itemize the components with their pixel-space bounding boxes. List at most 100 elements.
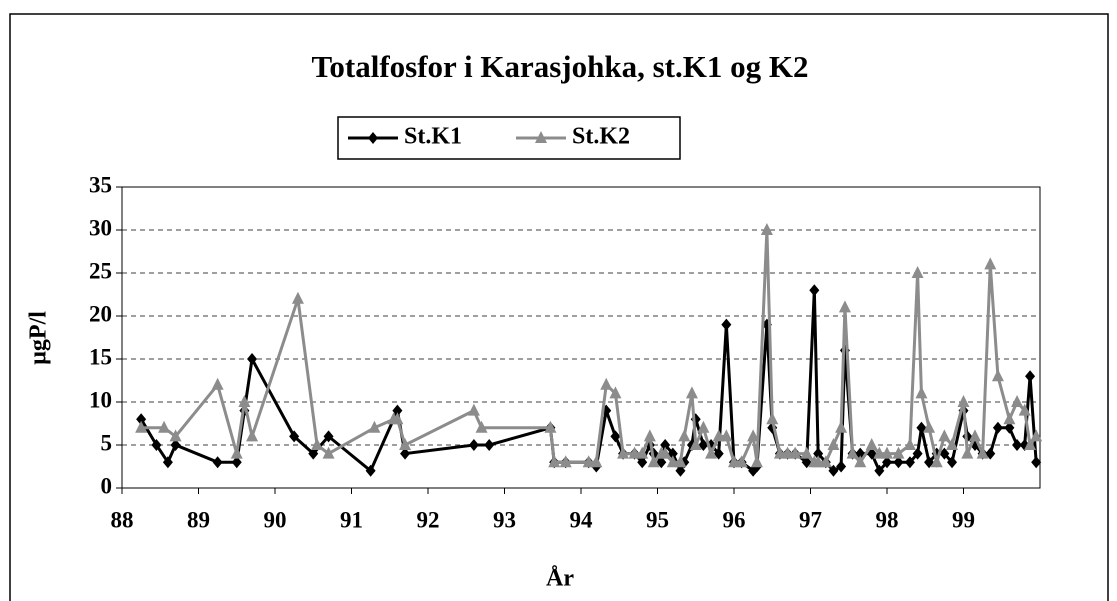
data-point (311, 438, 324, 450)
data-point (590, 455, 603, 468)
data-point (678, 429, 691, 442)
data-point (230, 446, 243, 459)
data-point (892, 446, 905, 459)
data-point (628, 446, 641, 459)
data-point (882, 456, 892, 469)
data-point (689, 438, 702, 450)
data-point (838, 300, 851, 313)
data-point (812, 455, 825, 468)
data-point (323, 430, 334, 443)
data-point (675, 464, 686, 477)
x-tick-label: 88 (111, 507, 134, 532)
x-tick-label: 90 (264, 507, 287, 532)
data-point (1025, 370, 1036, 383)
data-point (915, 386, 928, 399)
data-point (685, 386, 698, 399)
data-point (322, 446, 335, 459)
data-point (800, 446, 813, 459)
data-point (1031, 456, 1042, 469)
data-point (170, 439, 181, 451)
data-point (828, 464, 839, 477)
data-point (135, 420, 148, 433)
data-point (923, 420, 936, 433)
data-point (903, 438, 916, 450)
data-point (674, 455, 687, 468)
data-point (713, 447, 724, 460)
data-point (637, 456, 648, 469)
y-tick-label: 35 (89, 172, 112, 197)
legend-label: St.K1 (404, 124, 462, 150)
data-point (151, 439, 162, 451)
data-point (475, 420, 488, 433)
data-point (392, 404, 403, 417)
data-point (813, 447, 824, 460)
data-point (468, 439, 479, 451)
data-point (399, 438, 412, 450)
data-point (946, 438, 959, 450)
data-point (924, 456, 935, 469)
y-tick-label: 20 (89, 301, 112, 326)
data-point (992, 421, 1003, 434)
data-point (308, 447, 319, 460)
x-tick-label: 98 (876, 507, 899, 532)
data-point (365, 464, 376, 477)
data-point (1018, 403, 1031, 416)
data-point (1024, 438, 1037, 450)
data-point (609, 386, 622, 399)
data-point (600, 377, 613, 390)
data-point (747, 429, 760, 442)
data-point (162, 456, 173, 469)
data-point (789, 446, 802, 459)
data-point (247, 353, 258, 365)
data-point (535, 131, 547, 143)
data-point (874, 464, 885, 477)
data-point (873, 446, 886, 459)
data-point (947, 456, 958, 469)
x-tick-label: 96 (723, 507, 746, 532)
x-tick-label: 99 (952, 507, 975, 532)
data-point (238, 395, 251, 407)
data-point (721, 318, 732, 331)
data-point (961, 446, 974, 459)
y-tick-label: 25 (89, 258, 112, 283)
data-point (836, 460, 847, 473)
y-tick-label: 30 (89, 215, 112, 240)
data-point (391, 412, 404, 425)
x-tick-label: 93 (493, 507, 516, 532)
series-line (141, 229, 1038, 469)
data-point (400, 447, 411, 460)
data-point (976, 446, 989, 459)
data-point (854, 455, 867, 468)
data-point (938, 429, 951, 442)
data-point (1004, 421, 1015, 434)
data-point (643, 429, 656, 442)
data-point (368, 132, 378, 144)
data-point (904, 456, 915, 469)
data-point (582, 455, 595, 468)
x-tick-label: 97 (799, 507, 822, 532)
data-point (881, 446, 893, 459)
data-point (846, 446, 859, 459)
chart-title: Totalfosfor i Karasjohka, st.K1 og K2 (312, 49, 809, 84)
data-point (809, 284, 820, 297)
data-point (212, 456, 223, 469)
y-axis-label: µgP/l (26, 311, 52, 365)
data-point (968, 429, 981, 442)
data-point (773, 446, 786, 459)
data-point (750, 455, 763, 468)
data-point (467, 403, 480, 416)
data-point (289, 430, 300, 443)
data-point (617, 446, 630, 459)
data-point (712, 429, 725, 442)
data-point (957, 395, 970, 407)
data-point (548, 455, 561, 468)
data-point (246, 429, 259, 442)
data-point (368, 420, 381, 433)
data-point (544, 420, 557, 433)
data-point (781, 446, 794, 459)
y-tick-label: 5 (101, 430, 113, 455)
data-point (984, 257, 997, 270)
data-point (728, 455, 740, 468)
data-point (1011, 395, 1024, 407)
data-point (916, 421, 927, 434)
